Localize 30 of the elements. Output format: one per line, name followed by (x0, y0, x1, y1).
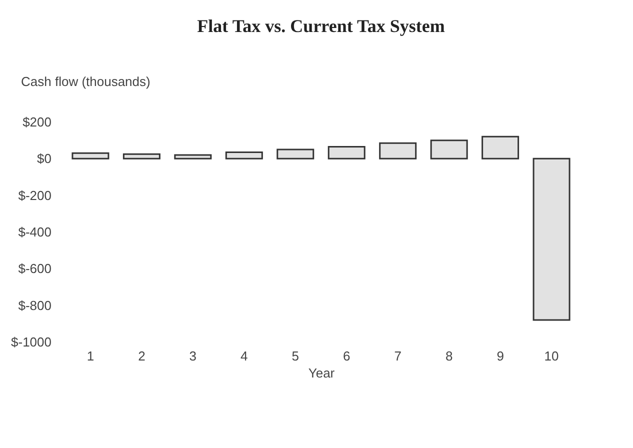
x-tick-label: 3 (189, 348, 197, 364)
x-tick-label: 6 (343, 348, 350, 364)
bar (328, 146, 366, 160)
x-tick-label: 8 (445, 348, 453, 364)
bar (430, 140, 468, 160)
x-tick-label: 9 (496, 348, 504, 364)
chart-title: Flat Tax vs. Current Tax System (197, 16, 445, 36)
bar (276, 148, 314, 160)
y-tick-label: $-200 (18, 188, 52, 203)
x-tick-label: 10 (544, 348, 559, 364)
y-tick-label: $-600 (18, 261, 52, 276)
x-tick-label: 5 (292, 348, 299, 364)
bar (225, 152, 263, 160)
y-tick-label: $-800 (18, 298, 52, 313)
y-tick-label: $0 (37, 151, 52, 166)
bar (379, 142, 417, 160)
bar (482, 136, 520, 160)
bar (532, 158, 570, 321)
bar (72, 152, 110, 160)
y-tick-label: $-1000 (11, 334, 52, 350)
y-tick-label: $-400 (18, 224, 52, 240)
y-tick-label: $200 (22, 114, 52, 130)
x-axis-title: Year (308, 366, 336, 380)
x-tick-label: 2 (138, 348, 146, 364)
x-tick-label: 4 (240, 348, 248, 364)
x-tick-label: 7 (394, 348, 402, 364)
bar (174, 154, 212, 160)
x-tick-label: 1 (86, 348, 94, 364)
y-axis-title: Cash flow (thousands) (21, 74, 150, 89)
bar (122, 153, 160, 160)
